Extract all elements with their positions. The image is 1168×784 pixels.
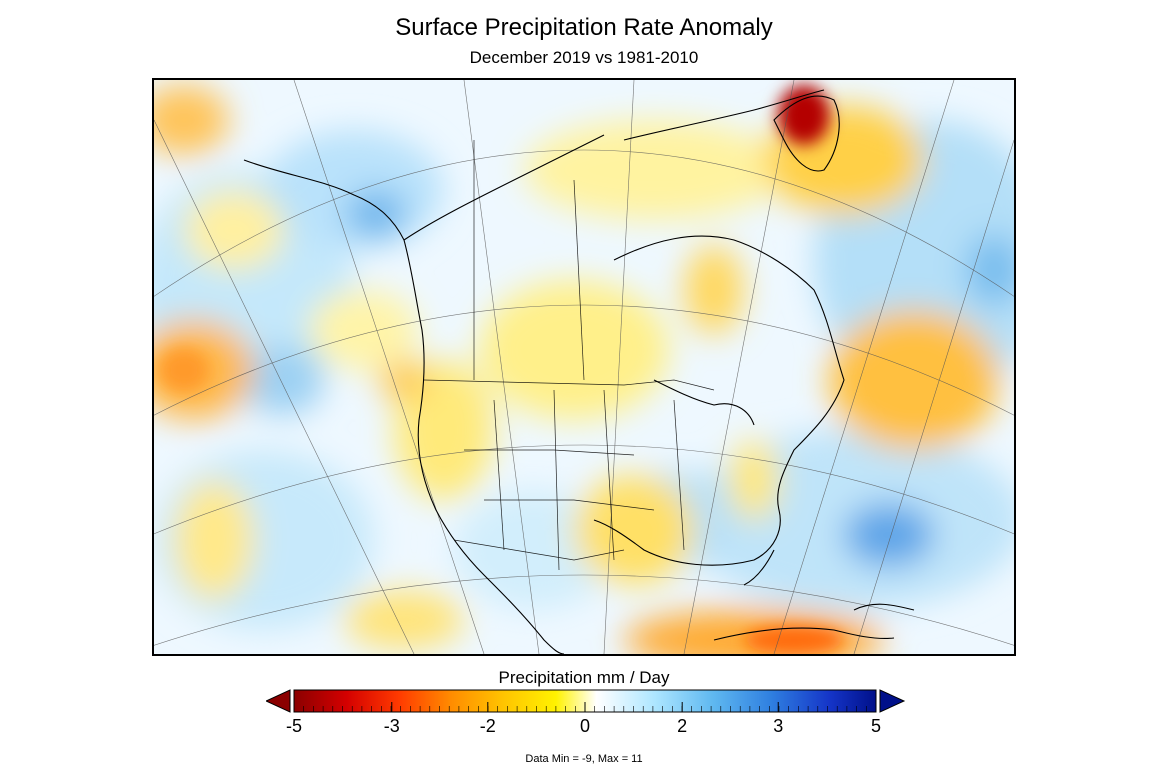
anomaly-map <box>152 78 1016 656</box>
colorbar-over-arrow <box>879 689 906 713</box>
data-min-max: Data Min = -9, Max = 11 <box>525 753 643 765</box>
colorbar-title: Precipitation mm / Day <box>498 668 670 687</box>
political-borders <box>423 140 715 571</box>
colorbar-tick-label: 3 <box>773 716 784 736</box>
colorbar-tick-label: -3 <box>383 716 400 736</box>
colorbar-tick-label: 0 <box>579 716 591 736</box>
coastlines <box>243 89 915 654</box>
colorbar-tick-label: -5 <box>285 716 303 736</box>
map-title: Surface Precipitation Rate Anomaly <box>395 14 773 41</box>
anomaly-field <box>154 85 1014 654</box>
colorbar <box>266 689 906 713</box>
graticule <box>154 80 1014 654</box>
colorbar-tick-label: -2 <box>479 716 496 736</box>
map-subtitle: December 2019 vs 1981-2010 <box>469 48 699 67</box>
anomaly-map-canvas <box>154 80 1014 654</box>
colorbar-tick-label: 5 <box>870 716 882 736</box>
colorbar-tick-label: 2 <box>677 716 688 736</box>
colorbar-under-arrow <box>266 689 291 713</box>
